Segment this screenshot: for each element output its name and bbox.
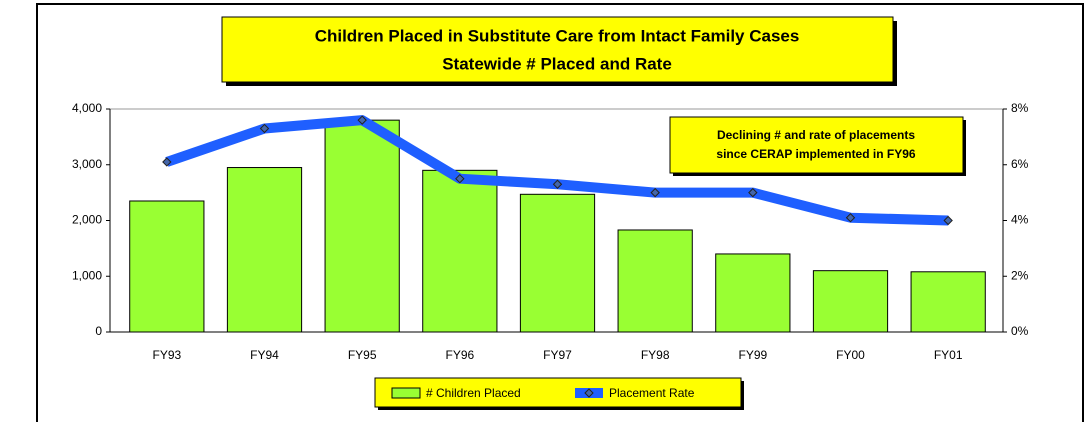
rate-marker — [650, 187, 660, 198]
bar — [715, 253, 791, 333]
legend — [374, 377, 742, 408]
title-box — [221, 16, 894, 83]
x-tick-label: FY99 — [738, 348, 767, 362]
x-tick-label: FY00 — [836, 348, 865, 362]
legend-label: # Children Placed — [426, 386, 521, 400]
annotation: since CERAP implemented in FY96 — [716, 147, 915, 161]
bar — [812, 270, 889, 333]
x-tick-label: FY95 — [348, 348, 377, 362]
legend-label: Placement Rate — [609, 386, 695, 400]
chart-subtitle: Statewide # Placed and Rate — [442, 54, 672, 73]
y-tick-label: 0 — [95, 324, 102, 338]
bar — [422, 169, 498, 333]
marks — [106, 108, 1007, 333]
y2-tick-label: 4% — [1011, 213, 1029, 227]
bar — [519, 193, 596, 333]
rate-marker — [357, 115, 367, 125]
legend-marker — [584, 388, 594, 398]
y-tick-label: 1,000 — [72, 268, 102, 282]
x-tick-label: FY01 — [934, 348, 963, 362]
bar — [226, 167, 303, 333]
bar — [910, 271, 986, 333]
legend-swatch — [391, 387, 421, 399]
rate-marker — [455, 173, 465, 184]
bar — [129, 200, 205, 333]
x-tick-label: FY97 — [543, 348, 572, 362]
bar — [617, 229, 693, 333]
x-tick-label: FY98 — [641, 348, 670, 362]
x-tick-label: FY94 — [250, 348, 279, 362]
annotation: Declining # and rate of placements — [717, 128, 915, 142]
rate-marker — [845, 213, 856, 223]
rate-marker — [943, 215, 953, 226]
rate-marker — [748, 187, 758, 198]
y-tick-label: 2,000 — [72, 213, 102, 227]
bar — [324, 119, 400, 333]
y-tick-label: 4,000 — [72, 101, 102, 115]
y2-tick-label: 2% — [1011, 268, 1029, 282]
rate-marker — [162, 157, 172, 167]
chart-title: Children Placed in Substitute Care from … — [315, 26, 800, 45]
y2-tick-label: 0% — [1011, 324, 1029, 338]
annotation-box — [669, 116, 964, 174]
y2-tick-label: 6% — [1011, 157, 1029, 171]
rate-marker — [259, 123, 270, 134]
y2-tick-label: 8% — [1011, 101, 1029, 115]
x-tick-label: FY96 — [445, 348, 474, 362]
y-tick-label: 3,000 — [72, 157, 102, 171]
rate-marker — [552, 179, 563, 189]
x-tick-label: FY93 — [152, 348, 181, 362]
